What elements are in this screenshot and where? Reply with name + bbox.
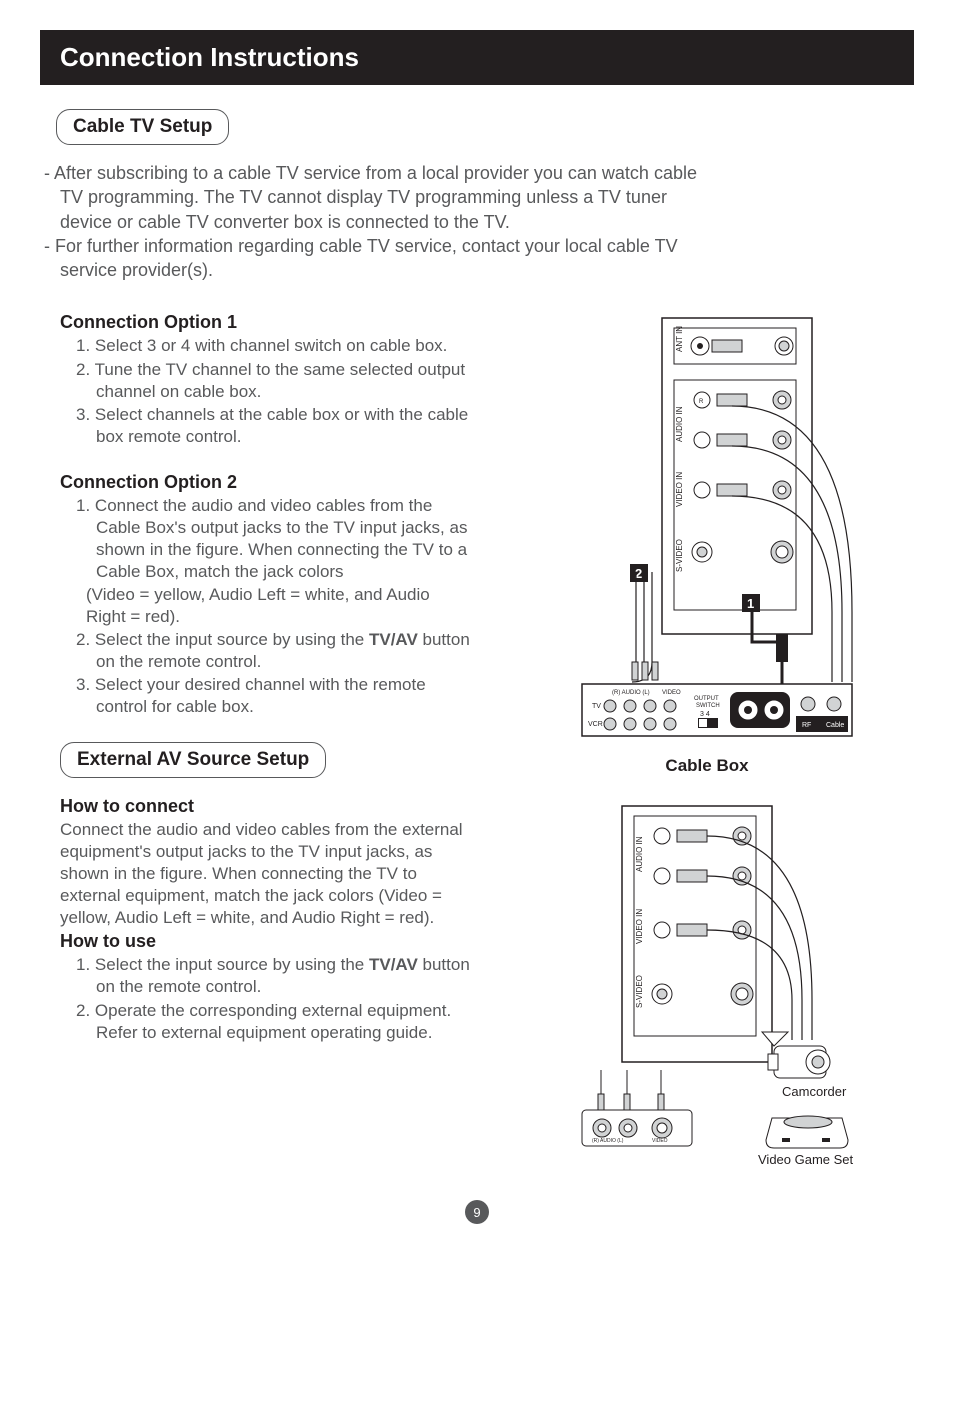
page-header: Connection Instructions (40, 30, 914, 85)
step-text: Connect the audio and video cables from … (95, 496, 468, 581)
av-diagram: AUDIO IN VIDEO IN S-VIDEO Camcorder (552, 800, 862, 1170)
camcorder-icon (762, 1032, 830, 1078)
port-label: S-VIDEO (675, 540, 684, 573)
option1-steps: 1. Select 3 or 4 with channel switch on … (60, 335, 470, 447)
step-num: 2. (76, 630, 90, 649)
port-label: AUDIO IN (635, 837, 644, 873)
step-text: Select your desired channel with the rem… (95, 675, 426, 716)
step-text: Select the input source by using the (95, 955, 369, 974)
step-num: 3. (76, 675, 90, 694)
howconnect-body: Connect the audio and video cables from … (60, 819, 470, 929)
step-num: 3. (76, 405, 90, 424)
intro-text: - After subscribing to a cable TV servic… (40, 161, 914, 282)
step-bold: TV/AV (369, 955, 418, 974)
step-num: 1. (76, 496, 90, 515)
option1-heading: Connection Option 1 (60, 312, 470, 333)
step-text: Select 3 or 4 with channel switch on cab… (95, 336, 447, 355)
cablebox-diagram: ANT IN AUDIO IN VIDEO IN S-VIDEO R (552, 312, 862, 752)
section-pill-external-av: External AV Source Setup (60, 742, 326, 778)
page-header-title: Connection Instructions (60, 42, 359, 72)
howuse-steps: 1. Select the input source by using the … (60, 954, 470, 1043)
step-num: 1. (76, 955, 90, 974)
option2-steps: 1. Connect the audio and video cables fr… (60, 495, 470, 718)
step-text: Select channels at the cable box or with… (95, 405, 468, 446)
step-bold: TV/AV (369, 630, 418, 649)
page-number-value: 9 (473, 1205, 480, 1220)
cablebox-caption: Cable Box (665, 756, 748, 776)
box-label: TV (592, 703, 601, 710)
device-label-gameset: Video Game Set (758, 1152, 854, 1167)
howuse-heading: How to use (60, 931, 470, 952)
step-num: 1. (76, 336, 90, 355)
step-text: Tune the TV channel to the same selected… (95, 360, 465, 401)
box-label: OUTPUT (694, 696, 719, 702)
step-num: 2. (76, 360, 90, 379)
howconnect-heading: How to connect (60, 796, 470, 817)
svg-text:VIDEO: VIDEO (652, 1138, 668, 1144)
option2-heading: Connection Option 2 (60, 472, 470, 493)
box-label: (R) AUDIO (L) (612, 690, 650, 696)
step-text: Select the input source by using the (95, 630, 369, 649)
port-label: ANT IN (675, 326, 684, 352)
port-label: S-VIDEO (635, 976, 644, 1009)
intro-line: - After subscribing to a cable TV servic… (44, 161, 910, 185)
port-label: VIDEO IN (635, 909, 644, 944)
step-num: 2. (76, 1001, 90, 1020)
svg-text:R: R (699, 399, 704, 405)
step-text: Operate the corresponding external equip… (95, 1001, 451, 1042)
step-cont: (Video = yellow, Audio Left = white, and… (60, 584, 470, 628)
intro-line: device or cable TV converter box is conn… (44, 210, 910, 234)
section-pill-cable-tv: Cable TV Setup (56, 109, 229, 145)
intro-line: service provider(s). (44, 258, 910, 282)
box-label: VCR (588, 721, 603, 728)
box-label: VIDEO (662, 690, 681, 696)
section-pill-cable-tv-label: Cable TV Setup (73, 116, 212, 137)
gameconsole-icon (766, 1116, 848, 1148)
svg-text:(R) AUDIO (L): (R) AUDIO (L) (592, 1138, 624, 1144)
box-label: 3 4 (700, 711, 710, 718)
svg-text:RF: RF (802, 722, 811, 729)
svg-text:Cable: Cable (826, 722, 844, 729)
intro-line: TV programming. The TV cannot display TV… (44, 185, 910, 209)
port-label: VIDEO IN (675, 472, 684, 507)
intro-line: - For further information regarding cabl… (44, 234, 910, 258)
section-pill-external-av-label: External AV Source Setup (77, 749, 309, 770)
page-number: 9 (465, 1200, 489, 1224)
device-label-camcorder: Camcorder (782, 1084, 847, 1099)
marker-1: 1 (747, 596, 754, 611)
port-label: AUDIO IN (675, 407, 684, 443)
box-label: SWITCH (696, 703, 720, 709)
